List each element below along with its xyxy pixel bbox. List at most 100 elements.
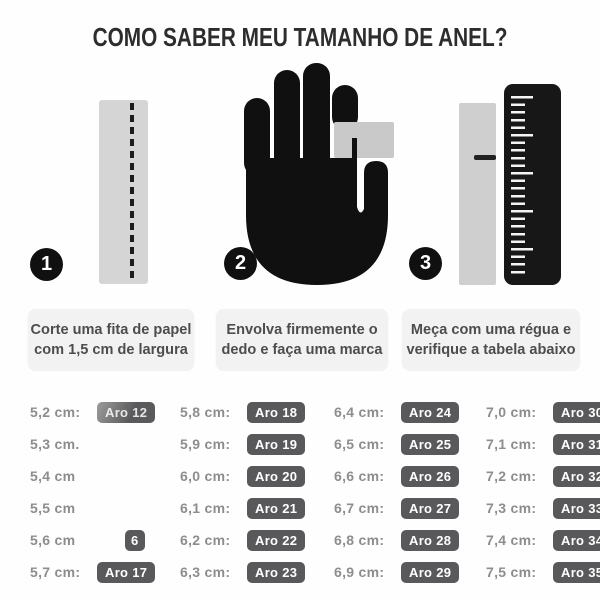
instruction-card-1: Corte uma fita de papel com 1,5 cm de la… <box>27 309 195 371</box>
marked-strip-illustration <box>459 103 496 285</box>
table-row: 5,9 cm: Aro 19 <box>180 428 306 460</box>
table-row: 6,8 cm: Aro 28 <box>334 524 460 556</box>
tall-finger <box>303 63 330 175</box>
instruction-1-line-2: com 1,5 cm de largura <box>34 341 188 358</box>
table-row: 5,3 cm. <box>30 428 155 460</box>
ring-size-badge: Aro 29 <box>401 561 460 583</box>
ring-finger <box>332 85 358 130</box>
ring-size-badge: Aro 27 <box>401 497 460 519</box>
step-1-number-badge: 1 <box>30 248 63 281</box>
measure-label: 5,8 cm: <box>180 404 231 420</box>
instruction-2-line-2: dedo e faça uma marca <box>221 341 383 358</box>
tape-band <box>334 122 394 158</box>
ring-size-badge: Aro 25 <box>401 433 460 455</box>
instruction-card-3: Meça com uma régua e verifique a tabela … <box>401 309 581 371</box>
measure-label: 5,9 cm: <box>180 436 231 452</box>
ring-size-badge: Aro 21 <box>247 497 306 519</box>
measure-label: 5,3 cm. <box>30 436 80 452</box>
ring-size-badge: Aro 24 <box>401 401 460 423</box>
table-row: 6,3 cm: Aro 23 <box>180 556 306 588</box>
table-row: 7,3 cm: Aro 33 <box>486 492 600 524</box>
measure-mark <box>474 155 496 160</box>
ring-size-badge: Aro 12 <box>97 401 156 423</box>
table-row: 7,2 cm: Aro 32 <box>486 460 600 492</box>
index-finger <box>244 98 270 176</box>
size-table-column-1: 5,2 cm: Aro 12 5,3 cm. 5,4 cm 5,5 cm 5,6… <box>30 396 156 588</box>
ring-size-badge: Aro 34 <box>553 529 600 551</box>
table-row: 6,7 cm: Aro 27 <box>334 492 460 524</box>
ring-size-badge: Aro 31 <box>553 433 600 455</box>
ring-size-badge: Aro 18 <box>247 401 306 423</box>
ring-size-badge: Aro 17 <box>97 561 156 583</box>
page-title: COMO SABER MEU TAMANHO DE ANEL? <box>92 22 508 52</box>
table-row: 7,0 cm: Aro 30 <box>486 396 600 428</box>
measure-label: 5,2 cm: <box>30 404 81 420</box>
step-2-number-badge: 2 <box>224 247 257 280</box>
measure-label: 6,4 cm: <box>334 404 385 420</box>
table-row: 6,9 cm: Aro 29 <box>334 556 460 588</box>
instruction-2-line-1: Envolva firmemente o <box>226 321 378 338</box>
table-row: 5,7 cm: Aro 17 <box>30 556 156 588</box>
measure-label: 5,7 cm: <box>30 564 81 580</box>
ring-size-badge: Aro 19 <box>247 433 306 455</box>
table-row: 5,8 cm: Aro 18 <box>180 396 306 428</box>
table-row: 6,6 cm: Aro 26 <box>334 460 460 492</box>
measure-label: 7,3 cm: <box>486 500 537 516</box>
tape-mark <box>352 138 357 159</box>
ring-size-badge: Aro 20 <box>247 465 306 487</box>
measure-label: 6,1 cm: <box>180 500 231 516</box>
measure-label: 7,5 cm: <box>486 564 537 580</box>
table-row: 5,6 cm 6 <box>30 524 155 556</box>
ring-size-badge: Aro 32 <box>553 465 600 487</box>
ring-size-badge: Aro 35 <box>553 561 600 583</box>
ruler-illustration <box>504 84 561 285</box>
measure-label: 5,5 cm <box>30 500 76 516</box>
measure-label: 6,9 cm: <box>334 564 385 580</box>
measure-label: 6,8 cm: <box>334 532 385 548</box>
table-row: 6,5 cm: Aro 25 <box>334 428 460 460</box>
table-row: 6,4 cm: Aro 24 <box>334 396 460 428</box>
measure-label: 6,0 cm: <box>180 468 231 484</box>
ring-size-badge: 6 <box>125 529 145 551</box>
step-3-number: 3 <box>419 252 432 274</box>
table-row: 6,2 cm: Aro 22 <box>180 524 306 556</box>
step-1-number: 1 <box>40 253 53 275</box>
measure-label: 6,5 cm: <box>334 436 385 452</box>
measure-label: 5,6 cm <box>30 532 76 548</box>
instruction-3-line-1: Meça com uma régua e <box>410 321 572 338</box>
measure-label: 6,6 cm: <box>334 468 385 484</box>
size-table-column-4: 7,0 cm: Aro 30 7,1 cm: Aro 31 7,2 cm: Ar… <box>486 396 600 588</box>
table-row: 7,1 cm: Aro 31 <box>486 428 600 460</box>
measure-label: 7,0 cm: <box>486 404 537 420</box>
dashed-cut-line <box>130 103 134 281</box>
step-3-number-badge: 3 <box>409 247 442 280</box>
instruction-1-line-1: Corte uma fita de papel <box>30 321 192 338</box>
palm-and-pinky <box>246 158 388 285</box>
measure-label: 7,1 cm: <box>486 436 537 452</box>
instruction-card-2: Envolva firmemente o dedo e faça uma mar… <box>215 309 389 371</box>
ring-size-badge: Aro 33 <box>553 497 600 519</box>
table-row: 6,0 cm: Aro 20 <box>180 460 306 492</box>
paper-strip-illustration <box>99 100 148 284</box>
measure-label: 5,4 cm <box>30 468 76 484</box>
ruler-long-ticks <box>511 96 533 278</box>
measure-label: 6,3 cm: <box>180 564 231 580</box>
measure-label: 6,2 cm: <box>180 532 231 548</box>
middle-finger <box>274 70 300 173</box>
measure-label: 6,7 cm: <box>334 500 385 516</box>
size-table-column-3: 6,4 cm: Aro 24 6,5 cm: Aro 25 6,6 cm: Ar… <box>334 396 460 588</box>
table-row: 7,4 cm: Aro 34 <box>486 524 600 556</box>
table-row: 5,2 cm: Aro 12 <box>30 396 156 428</box>
ring-size-badge: Aro 23 <box>247 561 306 583</box>
table-row: 6,1 cm: Aro 21 <box>180 492 306 524</box>
measure-label: 7,4 cm: <box>486 532 537 548</box>
measure-label: 7,2 cm: <box>486 468 537 484</box>
instruction-3-line-2: verifique a tabela abaixo <box>406 341 576 358</box>
ring-size-badge: Aro 28 <box>401 529 460 551</box>
ring-size-badge: Aro 26 <box>401 465 460 487</box>
hand-illustration <box>244 63 394 285</box>
table-row: 7,5 cm: Aro 35 <box>486 556 600 588</box>
table-row: 5,5 cm <box>30 492 155 524</box>
table-row: 5,4 cm <box>30 460 155 492</box>
